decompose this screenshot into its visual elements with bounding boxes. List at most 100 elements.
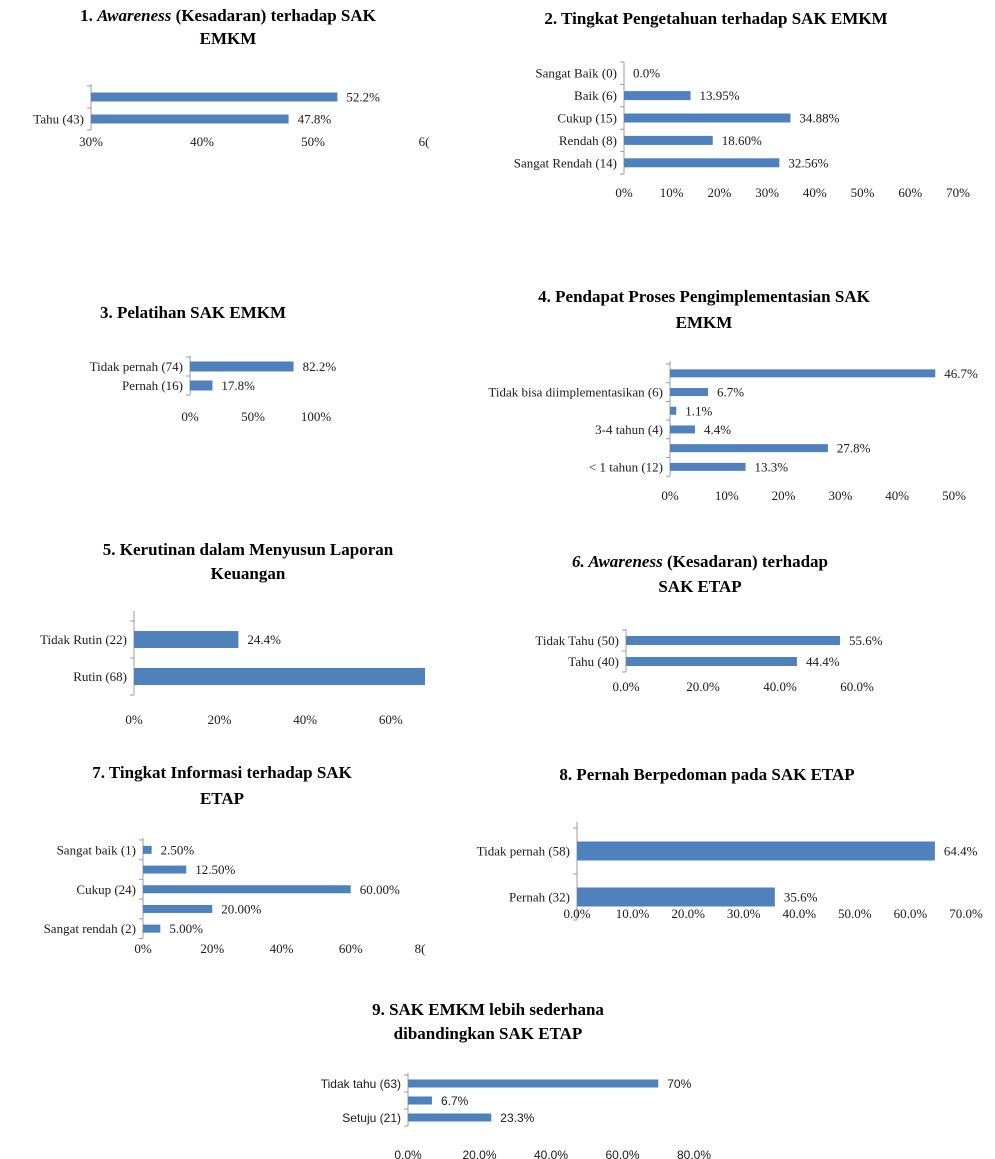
chart-6: 6. Awareness (Kesadaran) terhadap SAK ETA… [535,552,882,694]
bar [408,1079,659,1088]
x-tick-label: 20.0% [462,1148,496,1159]
x-tick-label: 0.0% [394,1148,422,1159]
value-label: 34.88% [799,111,839,126]
x-tick-label: 30% [755,185,779,200]
x-tick-label: 40.0% [534,1148,568,1159]
value-label: 13.95% [700,88,740,103]
chart-6-title-line: 6. Awareness (Kesadaran) terhadap [572,552,828,571]
chart-5-title-line: Keuangan [211,564,286,583]
title-segment: SAK ETAP [658,577,741,596]
x-tick-label: 6( [419,134,430,149]
category-label: Baik (6) [574,88,617,103]
bar [134,631,239,648]
bar [143,865,187,874]
x-tick-label: 30% [79,134,103,149]
chart-7: 7. Tingkat Informasi terhadap SAK ETAP San… [44,763,426,956]
category-label: Tidak pernah (74) [90,359,183,374]
x-tick-label: 50% [301,134,325,149]
bar [624,158,780,168]
bar [577,887,775,907]
value-label: 82.2% [303,359,337,374]
value-label: 52.2% [346,90,380,105]
title-segment: 8. Pernah Berpedoman pada SAK ETAP [559,765,854,784]
value-label: 46.7% [944,366,978,381]
x-tick-label: 0% [125,712,143,727]
x-tick-label: 50.0% [838,906,872,921]
value-label: 44.4% [806,654,840,669]
x-tick-label: 60.0% [894,906,928,921]
title-segment: 5. Kerutinan dalam Menyusun Laporan [103,540,394,559]
chart-1: 1. Awareness (Kesadaran) terhadap SAK EMK… [33,6,429,149]
bar [143,904,213,913]
title-segment: ETAP [200,789,244,808]
x-tick-label: 40% [190,134,214,149]
bar [626,636,841,645]
x-tick-label: 40.0% [782,906,816,921]
bar [624,135,713,145]
category-label: Sangat rendah (2) [44,921,136,936]
value-label: 1.1% [685,403,712,418]
title-segment: Keuangan [211,564,286,583]
chart-4-title-line: EMKM [676,313,733,332]
bar [626,657,797,666]
title-segment: 7. Tingkat Informasi terhadap SAK [92,763,352,782]
bar [408,1113,492,1122]
bar [143,845,152,854]
category-label: Cukup (24) [76,882,136,897]
value-label: 6.7% [717,385,744,400]
x-tick-label: 0.0% [563,906,590,921]
chart-1-title-line: EMKM [200,29,257,48]
value-label: 12.50% [195,862,235,877]
value-label: 70% [667,1077,691,1091]
x-tick-label: 0% [134,941,152,956]
x-tick-label: 40% [803,185,827,200]
x-tick-label: 70% [946,185,970,200]
x-tick-label: 20.0% [686,679,720,694]
bar [670,388,709,397]
title-segment: dibandingkan SAK ETAP [394,1024,583,1043]
category-label: Sangat Rendah (14) [514,155,617,170]
category-label: Rutin (68) [73,669,127,684]
x-tick-label: 60% [898,185,922,200]
chart-2: 2. Tingkat Pengetahuan terhadap SAK EMKM… [514,9,970,200]
title-segment: 2. Tingkat Pengetahuan terhadap SAK EMKM [544,9,887,28]
chart-3-title-line: 3. Pelatihan SAK EMKM [100,303,286,322]
x-tick-label: 40% [270,941,294,956]
value-label: 6.7% [441,1094,469,1108]
title-segment: 9. SAK EMKM lebih sederhana [372,1000,604,1019]
title-segment: Awareness [587,552,663,571]
chart-3: 3. Pelatihan SAK EMKM Tidak pernah (74) 82… [90,303,337,424]
chart-6-title-line: SAK ETAP [658,577,741,596]
category-label: Tahu (43) [33,112,84,127]
value-label: 24.4% [247,632,281,647]
bar [134,668,425,685]
x-tick-label: 30% [828,488,852,503]
chart-7-title-line: ETAP [200,789,244,808]
x-tick-label: 8( [415,941,426,956]
x-tick-label: 10% [660,185,684,200]
category-label: Pernah (32) [509,890,570,905]
x-tick-label: 40% [885,488,909,503]
value-label: 20.00% [221,901,261,916]
x-tick-label: 20% [708,185,732,200]
x-tick-label: 100% [301,409,332,424]
bar [670,406,677,415]
chart-5-title-line: 5. Kerutinan dalam Menyusun Laporan [103,540,394,559]
x-tick-label: 50% [942,488,966,503]
chart-9-title-line: dibandingkan SAK ETAP [394,1024,583,1043]
x-tick-label: 40% [293,712,317,727]
title-segment: 1. [80,6,97,25]
x-tick-label: 70.0% [949,906,983,921]
bar [190,361,294,372]
category-label: Tidak Rutin (22) [40,632,127,647]
value-label: 5.00% [169,921,203,936]
value-label: 0.0% [633,66,660,81]
category-label: Sangat Baik (0) [535,66,617,81]
value-label: 13.3% [755,459,789,474]
bar [143,924,161,933]
chart-8-title-line: 8. Pernah Berpedoman pada SAK ETAP [559,765,854,784]
title-segment: (Kesadaran) terhadap SAK [171,6,376,25]
category-label: Setuju (21) [342,1111,401,1125]
category-label: Cukup (15) [557,111,617,126]
